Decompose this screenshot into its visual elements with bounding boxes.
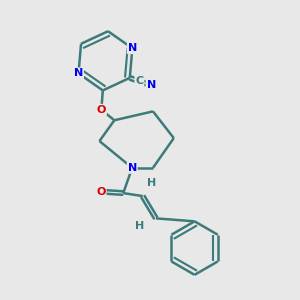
- Text: N: N: [128, 163, 137, 173]
- Text: O: O: [97, 105, 106, 115]
- Text: N: N: [128, 43, 137, 53]
- Text: O: O: [96, 187, 106, 196]
- Text: N: N: [74, 68, 83, 78]
- Text: N: N: [146, 80, 156, 90]
- Text: H: H: [135, 221, 144, 231]
- Text: H: H: [147, 178, 156, 188]
- Text: C: C: [135, 76, 143, 86]
